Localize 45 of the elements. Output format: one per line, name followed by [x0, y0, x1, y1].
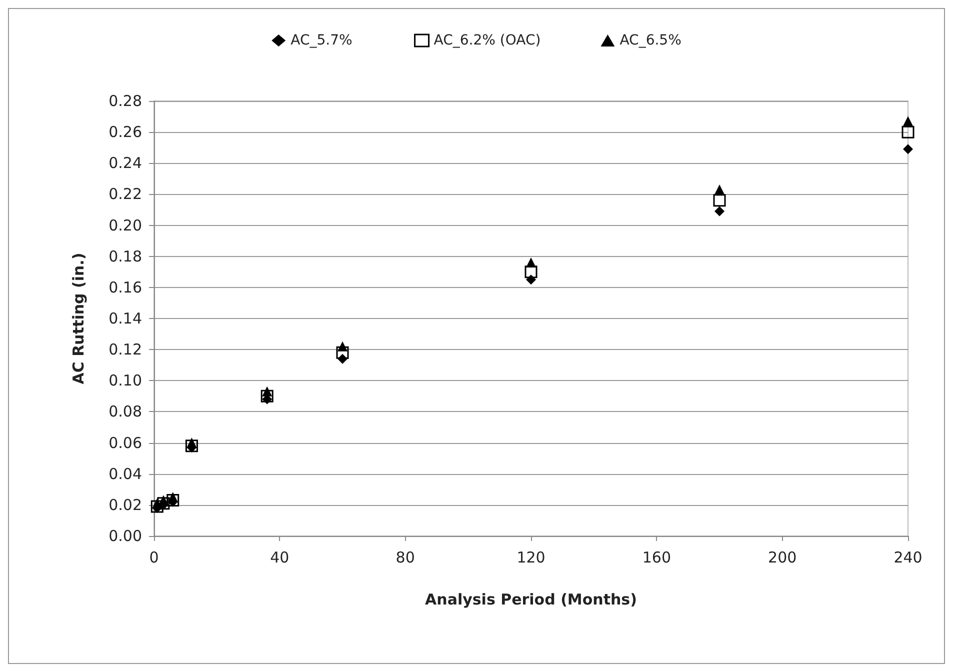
- y-tick-label: 0.24: [108, 154, 142, 172]
- point: [338, 341, 348, 352]
- y-tick-label: 0.00: [108, 527, 142, 545]
- x-tick-label: 120: [516, 548, 546, 566]
- y-tick-label: 0.06: [108, 434, 142, 452]
- y-axis-title: AC Rutting (in.): [70, 252, 88, 384]
- legend-label: AC_6.2% (OAC): [434, 32, 541, 48]
- y-tick-label: 0.04: [108, 464, 142, 483]
- y-tick-label: 0.20: [108, 216, 142, 234]
- point: [157, 497, 170, 510]
- x-tick-label: 200: [768, 548, 797, 566]
- point: [336, 346, 349, 359]
- x-tick-label: 160: [642, 548, 671, 566]
- y-tick-label: 0.14: [108, 310, 142, 328]
- x-axis-title: Analysis Period (Months): [425, 590, 637, 608]
- x-tick-label: 240: [894, 548, 922, 566]
- point: [903, 116, 913, 126]
- point: [714, 206, 724, 216]
- y-tick-label: 0.16: [108, 278, 142, 296]
- point: [166, 494, 180, 507]
- x-tick-label: 40: [270, 548, 290, 566]
- y-tick-label: 0.26: [108, 123, 142, 142]
- point: [524, 266, 538, 278]
- y-tick-label: 0.18: [108, 247, 142, 266]
- point: [526, 257, 536, 268]
- point: [260, 390, 274, 402]
- y-tick-label: 0.10: [108, 372, 142, 390]
- x-tick-label: 80: [396, 548, 415, 566]
- y-tick-label: 0.28: [108, 92, 142, 110]
- x-tick-label: 0: [149, 548, 159, 566]
- legend-label: AC_5.7%: [290, 32, 352, 48]
- y-tick-label: 0.08: [108, 402, 142, 421]
- point: [713, 194, 726, 207]
- point: [903, 144, 913, 154]
- legend-label: AC_6.5%: [620, 32, 682, 48]
- point: [185, 440, 198, 452]
- y-tick-label: 0.12: [108, 340, 142, 359]
- point: [262, 386, 272, 396]
- point: [338, 354, 348, 364]
- point: [902, 126, 914, 138]
- point: [526, 274, 536, 285]
- y-tick-label: 0.22: [108, 185, 142, 204]
- point: [150, 500, 164, 513]
- y-tick-label: 0.02: [108, 496, 142, 514]
- point: [714, 184, 724, 194]
